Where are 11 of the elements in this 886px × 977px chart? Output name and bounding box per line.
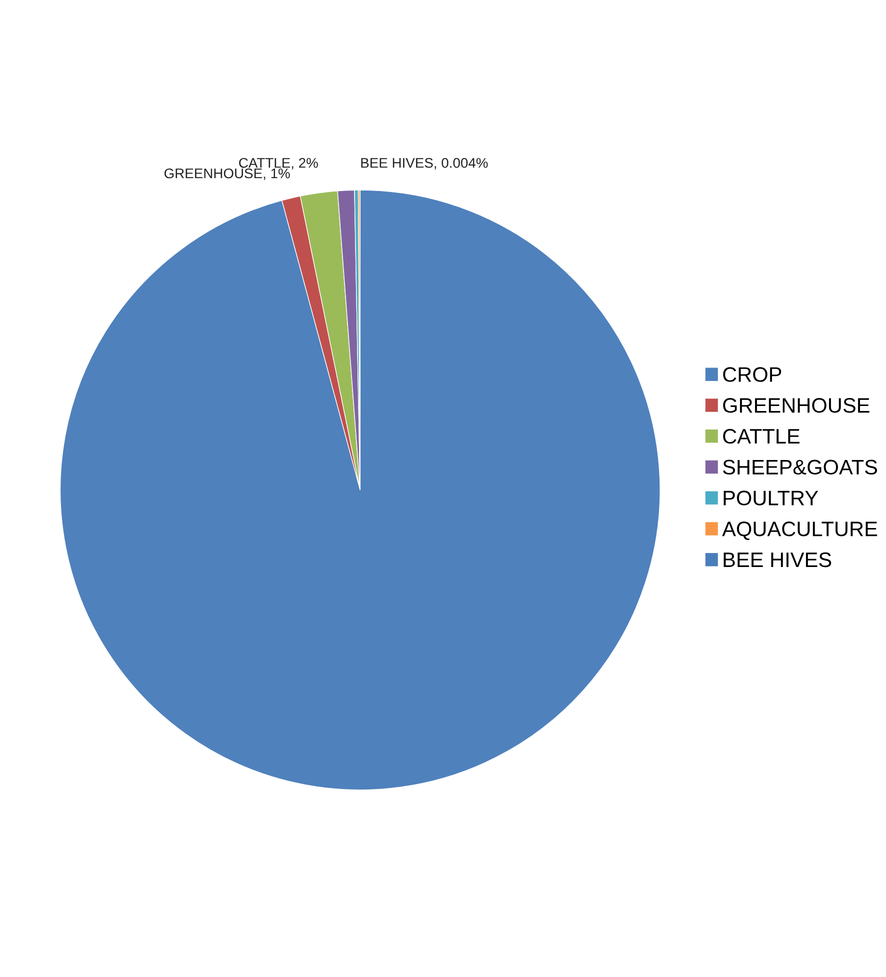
legend-label: CROP bbox=[723, 367, 782, 382]
data-label: GREENHOUSE, 1% bbox=[164, 168, 290, 180]
data-label: CATTLE, 2% bbox=[239, 158, 318, 170]
legend-label: POULTRY bbox=[724, 490, 818, 506]
pie-slice bbox=[60, 190, 660, 790]
legend-label: SHEEP&GOATS bbox=[723, 460, 878, 475]
legend-label: CATTLE bbox=[723, 428, 800, 444]
legend-label: GREENHOUSE bbox=[723, 398, 870, 413]
legend-label: AQUACULTURE bbox=[722, 522, 878, 540]
data-label: BEE HIVES, 0.004% bbox=[361, 158, 488, 170]
legend-label: BEE HIVES bbox=[724, 552, 832, 568]
